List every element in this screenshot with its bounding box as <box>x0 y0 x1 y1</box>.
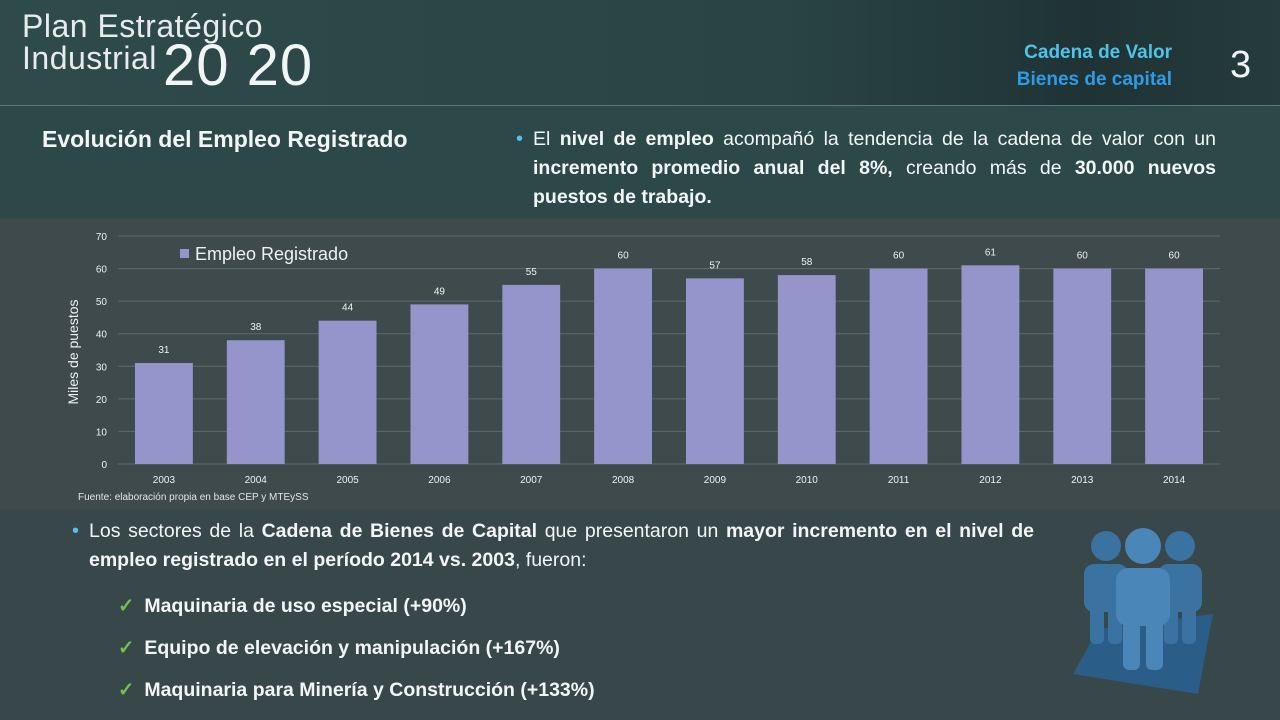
bullet-icon: • <box>516 128 524 150</box>
y-tick-labels: 0 10 20 30 40 50 60 70 <box>96 232 108 471</box>
text-run-bold: 30.000 nuevos puestos de trabajo. <box>533 157 1216 208</box>
x-tick-label: 2008 <box>612 475 635 486</box>
data-label: 38 <box>250 322 262 333</box>
data-label: 60 <box>1077 251 1089 262</box>
x-tick-label: 2004 <box>245 475 268 486</box>
bar <box>1145 268 1204 464</box>
people-group-icon <box>1073 528 1213 694</box>
logo-year: 20 20 <box>163 33 314 98</box>
x-tick-label: 2003 <box>153 475 176 486</box>
data-label: 60 <box>893 251 905 262</box>
bar <box>134 363 193 464</box>
y-tick-label: 40 <box>96 330 108 341</box>
x-tick-label: 2014 <box>1163 475 1186 486</box>
data-label: 49 <box>434 286 446 297</box>
page-number: 3 <box>1230 44 1252 86</box>
y-tick-label: 20 <box>96 395 108 406</box>
header-bar: Plan Estratégico Industrial 20 20 Cadena… <box>0 0 1280 106</box>
x-tick-label: 2006 <box>428 475 451 486</box>
text-run: acompañó la tendencia de la cadena de va… <box>713 128 1216 150</box>
text-run-bold: Cadena de Bienes de Capital <box>261 520 538 542</box>
x-tick-label: 2007 <box>520 475 543 486</box>
x-tick-label: 2010 <box>796 475 819 486</box>
data-label: 61 <box>985 247 997 258</box>
data-label: 58 <box>801 257 813 268</box>
y-tick-label: 70 <box>96 232 108 243</box>
x-tick-label: 2013 <box>1071 475 1094 486</box>
x-tick-labels: 2003 2004 2005 2006 2007 2008 2009 2010 2011 2012… <box>153 475 1186 486</box>
y-tick-label: 60 <box>96 265 108 276</box>
bar <box>502 284 561 464</box>
data-label: 44 <box>342 303 354 314</box>
data-label: 57 <box>709 260 721 271</box>
checkmark-icon: ✓ <box>118 595 135 617</box>
bottom-bullet-text: • Los sectores de la Cadena de Bienes de … <box>72 517 1034 575</box>
text-run: El <box>533 128 560 150</box>
x-tick-label: 2009 <box>704 475 727 486</box>
check-item: ✓ Equipo de elevación y manipulación (+16… <box>118 636 560 660</box>
y-tick-label: 50 <box>96 297 108 308</box>
text-run-bold: nivel de empleo <box>559 128 714 150</box>
data-label: 60 <box>1169 251 1181 262</box>
check-item-label: Maquinaria para Minería y Construcción (… <box>144 679 595 701</box>
legend-swatch <box>180 249 189 258</box>
bar <box>869 268 928 464</box>
text-run-bold: mayor incremento en el nivel de empleo r… <box>89 520 1034 571</box>
data-label: 60 <box>618 251 630 262</box>
data-labels: 31 38 44 49 55 60 57 58 60 61 60 60 <box>158 247 1180 356</box>
y-tick-label: 0 <box>101 460 107 471</box>
bar <box>226 340 285 464</box>
bar <box>685 278 744 464</box>
bar <box>594 268 653 464</box>
logo-line2: Industrial <box>22 40 157 76</box>
text-run: Los sectores de la <box>89 520 262 542</box>
employment-bar-chart: 0 10 20 30 40 50 60 70 31 38 44 49 55 60 57 58 60 61 60 60… <box>65 232 1220 503</box>
x-tick-label: 2005 <box>336 475 359 486</box>
check-item-label: Maquinaria de uso especial (+90%) <box>144 595 467 617</box>
source-note: Fuente: elaboración propia en base CEP y… <box>78 492 309 503</box>
text-run-bold: incremento promedio anual del 8%, <box>533 157 893 179</box>
bars-group <box>134 265 1204 464</box>
bar <box>1053 268 1112 464</box>
bar <box>318 320 377 464</box>
chart-grid <box>118 235 1220 465</box>
checkmark-icon: ✓ <box>118 679 135 701</box>
bar <box>777 275 836 464</box>
top-bullet-text: • El nivel de empleo acompañó la tendenci… <box>516 125 1216 212</box>
check-item-label: Equipo de elevación y manipulación (+167… <box>144 637 560 659</box>
check-item: ✓ Maquinaria para Minería y Construcción … <box>118 678 595 702</box>
y-axis-label: Miles de puestos <box>65 299 81 404</box>
chart-area: 0 10 20 30 40 50 60 70 31 38 44 49 55 60 57 58 60 61 60 60… <box>0 218 1280 510</box>
text-run: que presentaron un <box>537 520 726 542</box>
text-run: creando más de <box>892 157 1075 179</box>
bar <box>961 265 1020 464</box>
logo-line1: Plan Estratégico <box>22 8 264 44</box>
checkmark-icon: ✓ <box>118 637 135 659</box>
section-title: Evolución del Empleo Registrado <box>42 126 408 152</box>
bar <box>410 304 469 464</box>
breadcrumb-chain: Cadena de Valor <box>1024 42 1172 63</box>
legend-label: Empleo Registrado <box>195 244 348 264</box>
y-tick-label: 10 <box>96 427 108 438</box>
x-tick-label: 2011 <box>888 475 910 486</box>
title-band <box>0 106 1280 218</box>
breadcrumb-sector: Bienes de capital <box>1016 69 1172 90</box>
bullet-icon: • <box>72 520 80 542</box>
data-label: 31 <box>158 345 170 356</box>
y-tick-label: 30 <box>96 362 108 373</box>
text-run: , fueron: <box>514 549 587 571</box>
x-tick-label: 2012 <box>979 475 1002 486</box>
check-item: ✓ Maquinaria de uso especial (+90%) <box>118 594 467 618</box>
data-label: 55 <box>526 267 538 278</box>
